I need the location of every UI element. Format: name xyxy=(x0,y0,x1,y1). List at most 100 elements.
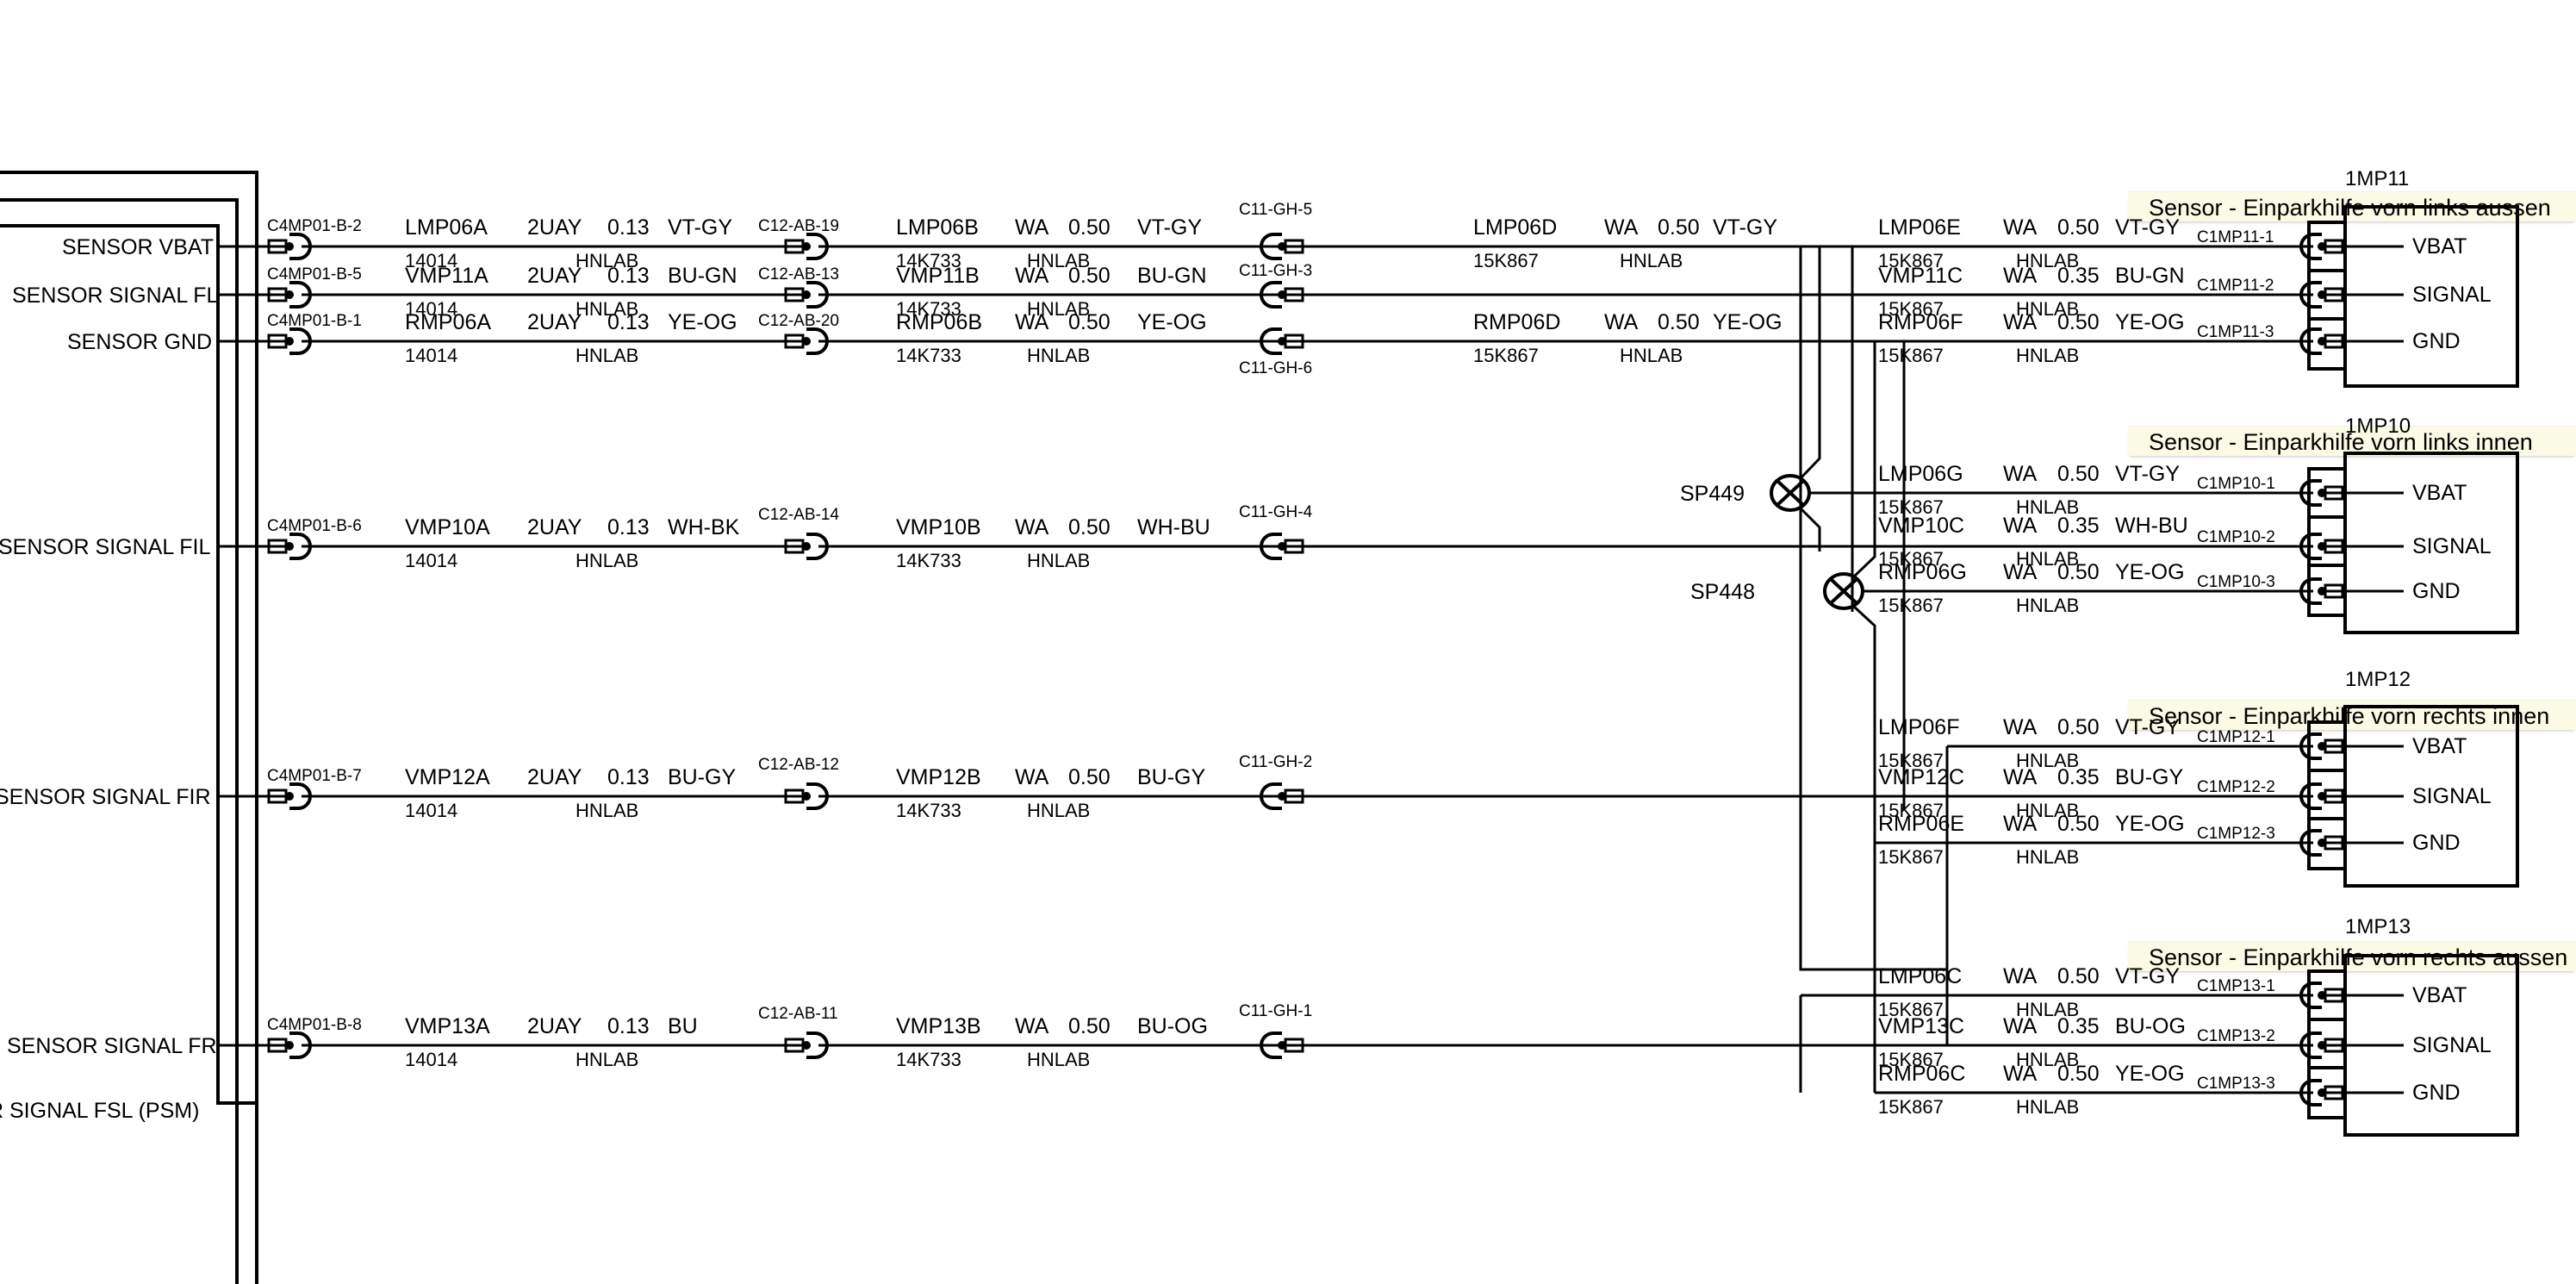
harness-vmp10b: 14K733 xyxy=(896,550,961,571)
wire-color-rmp06a: YE-OG xyxy=(668,310,737,334)
device-pin-label-1mp13-vbat: VBAT xyxy=(2412,983,2467,1007)
ecu-pin-row-sensor-signal-fil[interactable] xyxy=(218,533,801,560)
splice-sp449[interactable] xyxy=(1770,246,1999,552)
part-vmp12a: HNLAB xyxy=(576,800,639,821)
ecu-pin-row-sensor-vbat[interactable] xyxy=(218,233,801,260)
wire-size-lmp06c: 0.50 xyxy=(2057,964,2100,988)
ecu-signal-sensor-signal-fir: SENSOR SIGNAL FIR xyxy=(0,785,211,809)
harness-lmp06g: 15K867 xyxy=(1878,496,1944,518)
ecu-signal-sensor-signal-fil: SENSOR SIGNAL FIL xyxy=(0,535,211,559)
harness-rmp06f: 15K867 xyxy=(1878,345,1944,366)
part-vmp13c: HNLAB xyxy=(2016,1049,2080,1070)
wire-id-vmp12a: VMP12A xyxy=(405,765,490,789)
part-rmp06f: HNLAB xyxy=(2016,345,2080,366)
device-pin-label-1mp11-signal: SIGNAL xyxy=(2412,283,2492,307)
part-rmp06g: HNLAB xyxy=(2016,595,2080,616)
wire-color-lmp06d: VT-GY xyxy=(1713,215,1778,240)
ecu-pin-row-sensor-signal-fir[interactable] xyxy=(218,782,801,810)
wire-id-vmp10a: VMP10A xyxy=(405,515,490,539)
wire-color-vmp11c: BU-GN xyxy=(2115,264,2185,288)
wire-spec-vmp12c: WA xyxy=(2003,765,2038,789)
wire-size-lmp06b: 0.50 xyxy=(1068,215,1111,240)
wire-spec-rmp06a: 2UAY xyxy=(527,310,582,334)
wire-size-rmp06d: 0.50 xyxy=(1658,310,1700,334)
wire-color-rmp06f: YE-OG xyxy=(2115,310,2185,334)
wire-spec-lmp06a: 2UAY xyxy=(527,215,582,240)
ecu-pin-id-b8: C4MP01-B-8 xyxy=(267,1016,362,1034)
connector-c12-ab-14: C12-AB-14 xyxy=(758,506,839,524)
ecu-enclosure xyxy=(0,171,258,1284)
device-1mp10[interactable] xyxy=(2299,452,2519,634)
wire-color-rmp06c: YE-OG xyxy=(2115,1062,2185,1086)
ecu-pin-row-sensor-signal-fl[interactable] xyxy=(218,281,801,309)
wire-spec-vmp13a: 2UAY xyxy=(527,1014,582,1038)
ecu-pin-id-b7: C4MP01-B-7 xyxy=(267,767,362,785)
wire-spec-vmp12b: WA xyxy=(1015,765,1049,789)
part-vmp10b: HNLAB xyxy=(1027,550,1091,571)
harness-lmp06d: 15K867 xyxy=(1473,250,1539,271)
device-pin-label-1mp11-gnd: GND xyxy=(2412,329,2461,353)
wire-color-vmp11a: BU-GN xyxy=(668,264,737,288)
connector-c12-ab-13: C12-AB-13 xyxy=(758,265,839,284)
wire-id-lmp06d: LMP06D xyxy=(1473,215,1558,240)
wire-size-lmp06d: 0.50 xyxy=(1658,215,1700,240)
device-1mp13[interactable] xyxy=(2299,954,2519,1137)
device-pin-label-1mp13-gnd: GND xyxy=(2412,1081,2461,1105)
device-description-1mp11: Sensor - Einparkhilfe vorn links aussen xyxy=(2149,195,2551,221)
device-1mp12[interactable] xyxy=(2299,705,2519,888)
part-vmp11b: HNLAB xyxy=(1027,298,1091,320)
wire-size-lmp06f: 0.50 xyxy=(2057,715,2100,739)
ecu-pin-id-b6: C4MP01-B-6 xyxy=(267,517,362,535)
harness-rmp06a: 14014 xyxy=(405,345,458,366)
ecu-pin-row-sensor-gnd[interactable] xyxy=(218,327,801,355)
wire-color-vmp12a: BU-GY xyxy=(668,765,737,789)
wire-spec-lmp06b: WA xyxy=(1015,215,1049,240)
wire-spec-rmp06d: WA xyxy=(1604,310,1639,334)
part-rmp06a: HNLAB xyxy=(576,345,639,366)
wire-color-vmp13c: BU-OG xyxy=(2115,1014,2186,1038)
part-vmp13a: HNLAB xyxy=(576,1049,639,1070)
connector-c11-gh-3: C11-GH-3 xyxy=(1239,262,1313,280)
wire-spec-vmp13b: WA xyxy=(1015,1014,1049,1038)
ecu-signal-sensor-signal-fsl: R SIGNAL FSL (PSM) xyxy=(0,1099,200,1123)
device-id-1mp12: 1MP12 xyxy=(2345,668,2411,691)
part-rmp06e: HNLAB xyxy=(2016,846,2080,868)
wire-spec-vmp11c: WA xyxy=(2003,264,2038,288)
harness-vmp13b: 14K733 xyxy=(896,1049,961,1070)
wire-size-rmp06b: 0.50 xyxy=(1068,310,1111,334)
inline-connector-c11-gh[interactable] xyxy=(1260,233,1947,1059)
part-vmp10a: HNLAB xyxy=(576,550,639,571)
device-description-1mp10: Sensor - Einparkhilfe vorn links innen xyxy=(2149,429,2533,455)
wire-spec-rmp06b: WA xyxy=(1015,310,1049,334)
wire-size-vmp11c: 0.35 xyxy=(2057,264,2100,288)
wire-size-vmp13a: 0.13 xyxy=(607,1014,650,1038)
splice-sp448[interactable] xyxy=(1823,341,1999,913)
wire-spec-rmp06f: WA xyxy=(2003,310,2038,334)
device-pin-id-c1mp11-1: C1MP11-1 xyxy=(2197,228,2274,246)
device-pin-id-c1mp12-3: C1MP12-3 xyxy=(2197,825,2275,843)
ecu-pin-row-sensor-signal-fr[interactable] xyxy=(218,1032,801,1059)
ecu-signal-sensor-vbat: SENSOR VBAT xyxy=(62,235,214,259)
connector-c12-ab-19: C12-AB-19 xyxy=(758,217,839,235)
wire-color-rmp06d: YE-OG xyxy=(1713,310,1783,334)
inline-connector-c12-ab[interactable] xyxy=(784,233,1327,1059)
wire-size-rmp06g: 0.50 xyxy=(2057,560,2100,584)
device-1mp11[interactable] xyxy=(2299,205,2519,388)
wire-size-vmp12c: 0.35 xyxy=(2057,765,2100,789)
wire-color-lmp06g: VT-GY xyxy=(2115,462,2181,486)
wire-color-vmp12b: BU-GY xyxy=(1137,765,1206,789)
harness-vmp13c: 15K867 xyxy=(1878,1049,1944,1070)
wire-id-rmp06f: RMP06F xyxy=(1878,310,1963,334)
connector-c12-ab-12: C12-AB-12 xyxy=(758,756,839,774)
harness-vmp12b: 14K733 xyxy=(896,800,961,821)
harness-lmp06b: 14K733 xyxy=(896,250,961,271)
wire-id-rmp06b: RMP06B xyxy=(896,310,983,334)
wire-id-lmp06c: LMP06C xyxy=(1878,964,1963,988)
wire-color-vmp13a: BU xyxy=(668,1014,698,1038)
wire-id-vmp13c: VMP13C xyxy=(1878,1014,1965,1038)
harness-rmp06b: 14K733 xyxy=(896,345,961,366)
device-pin-id-c1mp12-2: C1MP12-2 xyxy=(2197,778,2275,796)
wire-color-vmp10a: WH-BK xyxy=(668,515,740,539)
device-pin-id-c1mp11-3: C1MP11-3 xyxy=(2197,323,2274,341)
